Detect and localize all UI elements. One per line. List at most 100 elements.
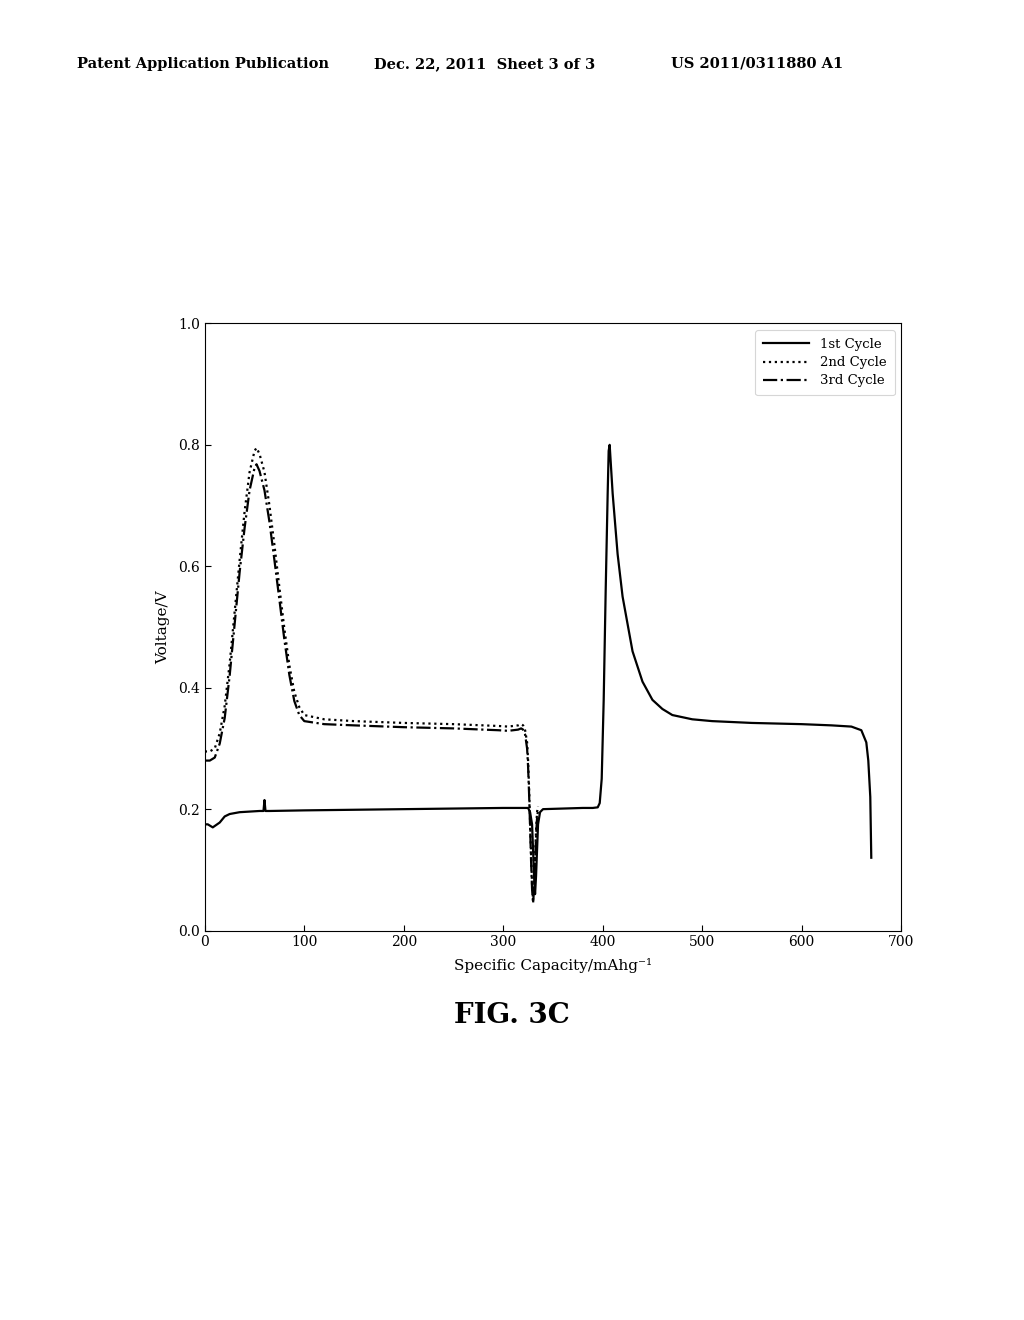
- 3rd Cycle: [521, 741, 534, 756]
- Legend: 1st Cycle, 2nd Cycle, 3rd Cycle: 1st Cycle, 2nd Cycle, 3rd Cycle: [756, 330, 895, 396]
- 3rd Cycle: [529, 829, 542, 845]
- 2nd Cycle: [228, 603, 241, 619]
- X-axis label: Specific Capacity/mAhg⁻¹: Specific Capacity/mAhg⁻¹: [454, 958, 652, 973]
- 3rd Cycle: [515, 721, 527, 737]
- 2nd Cycle: [288, 684, 300, 700]
- 3rd Cycle: [512, 722, 524, 738]
- 2nd Cycle: [233, 552, 246, 568]
- 3rd Cycle: [273, 591, 286, 607]
- 2nd Cycle: [268, 537, 281, 553]
- 2nd Cycle: [447, 717, 460, 733]
- 3rd Cycle: [318, 717, 331, 733]
- 3rd Cycle: [258, 483, 270, 499]
- Text: Dec. 22, 2011  Sheet 3 of 3: Dec. 22, 2011 Sheet 3 of 3: [374, 57, 595, 71]
- 2nd Cycle: [293, 700, 305, 715]
- 3rd Cycle: [526, 882, 539, 898]
- 2nd Cycle: [239, 504, 251, 520]
- 3rd Cycle: [298, 713, 310, 729]
- Text: US 2011/0311880 A1: US 2011/0311880 A1: [671, 57, 843, 71]
- 3rd Cycle: [223, 668, 236, 684]
- 2nd Cycle: [507, 718, 519, 734]
- 3rd Cycle: [284, 667, 296, 682]
- 3rd Cycle: [199, 752, 211, 768]
- Line: 1st Cycle: 1st Cycle: [205, 445, 871, 894]
- 2nd Cycle: [517, 718, 529, 734]
- 2nd Cycle: [523, 780, 536, 796]
- 2nd Cycle: [209, 741, 221, 756]
- 2nd Cycle: [526, 876, 539, 892]
- 3rd Cycle: [293, 708, 305, 723]
- 3rd Cycle: [517, 722, 529, 738]
- 2nd Cycle: [214, 726, 226, 742]
- 3rd Cycle: [228, 616, 241, 632]
- 2nd Cycle: [519, 722, 531, 738]
- 3rd Cycle: [531, 803, 544, 818]
- Y-axis label: Voltage/V: Voltage/V: [156, 590, 170, 664]
- 3rd Cycle: [268, 552, 281, 568]
- 3rd Cycle: [263, 513, 275, 529]
- 1st Cycle: [529, 886, 542, 902]
- 3rd Cycle: [253, 463, 265, 479]
- 2nd Cycle: [263, 498, 275, 513]
- 2nd Cycle: [258, 465, 270, 480]
- 2nd Cycle: [528, 876, 541, 892]
- 1st Cycle: [865, 850, 878, 866]
- 2nd Cycle: [522, 752, 535, 768]
- 3rd Cycle: [214, 735, 226, 751]
- Line: 3rd Cycle: 3rd Cycle: [205, 465, 538, 903]
- 2nd Cycle: [477, 718, 489, 734]
- 2nd Cycle: [512, 718, 524, 734]
- 2nd Cycle: [521, 734, 534, 750]
- 1st Cycle: [202, 816, 214, 833]
- 2nd Cycle: [244, 465, 256, 480]
- 1st Cycle: [199, 816, 211, 833]
- 2nd Cycle: [223, 656, 236, 672]
- Text: Patent Application Publication: Patent Application Publication: [77, 57, 329, 71]
- 2nd Cycle: [298, 708, 310, 723]
- 3rd Cycle: [218, 710, 230, 726]
- 3rd Cycle: [527, 895, 540, 911]
- 2nd Cycle: [284, 657, 296, 673]
- 3rd Cycle: [279, 632, 291, 648]
- Text: FIG. 3C: FIG. 3C: [454, 1002, 570, 1030]
- 3rd Cycle: [288, 693, 300, 709]
- 3rd Cycle: [249, 459, 261, 475]
- 3rd Cycle: [524, 820, 537, 836]
- 1st Cycle: [598, 692, 610, 708]
- 2nd Cycle: [502, 718, 514, 734]
- 2nd Cycle: [249, 444, 261, 459]
- 2nd Cycle: [397, 715, 410, 731]
- 3rd Cycle: [502, 723, 514, 739]
- 2nd Cycle: [493, 718, 505, 734]
- 2nd Cycle: [529, 822, 542, 838]
- 3rd Cycle: [348, 718, 360, 734]
- 3rd Cycle: [397, 719, 410, 735]
- 3rd Cycle: [233, 565, 246, 581]
- 2nd Cycle: [279, 620, 291, 636]
- 3rd Cycle: [251, 457, 263, 473]
- 2nd Cycle: [273, 579, 286, 595]
- 2nd Cycle: [525, 847, 538, 863]
- 3rd Cycle: [507, 722, 519, 738]
- 1st Cycle: [611, 546, 624, 562]
- 1st Cycle: [602, 444, 614, 459]
- 3rd Cycle: [522, 759, 535, 775]
- 2nd Cycle: [199, 743, 211, 759]
- 2nd Cycle: [524, 813, 537, 829]
- 3rd Cycle: [239, 520, 251, 536]
- 2nd Cycle: [527, 892, 540, 908]
- 3rd Cycle: [523, 787, 536, 803]
- 2nd Cycle: [318, 711, 331, 727]
- 2nd Cycle: [204, 743, 216, 759]
- 3rd Cycle: [447, 721, 460, 737]
- 2nd Cycle: [251, 440, 263, 455]
- 1st Cycle: [603, 437, 615, 453]
- 3rd Cycle: [530, 810, 543, 826]
- 2nd Cycle: [530, 804, 543, 820]
- 3rd Cycle: [528, 882, 541, 898]
- 2nd Cycle: [348, 713, 360, 729]
- 3rd Cycle: [529, 855, 542, 871]
- Line: 2nd Cycle: 2nd Cycle: [205, 447, 538, 900]
- 3rd Cycle: [493, 722, 505, 738]
- 3rd Cycle: [525, 853, 538, 869]
